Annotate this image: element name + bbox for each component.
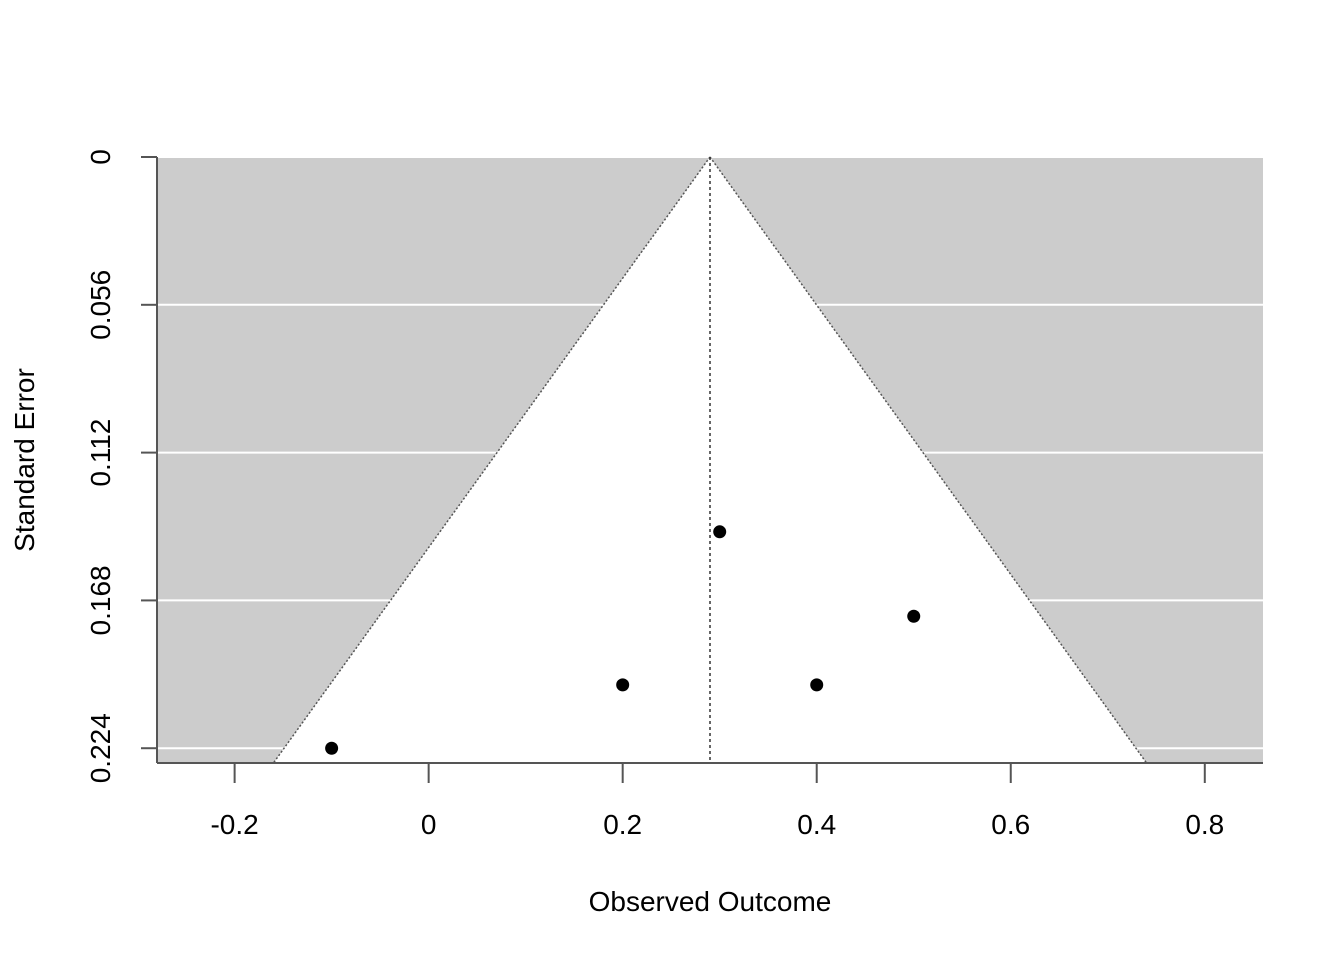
data-point-1 [907, 609, 921, 623]
x-axis-label: Observed Outcome [589, 886, 832, 917]
y-tick-label-2: 0.112 [85, 419, 116, 487]
x-tick-label-2: 0.2 [603, 809, 642, 840]
data-point-4 [325, 741, 339, 755]
y-tick-label-0: 0 [85, 149, 116, 165]
x-tick-label-1: 0 [421, 809, 437, 840]
funnel-right-boundary [709, 156, 1148, 764]
x-tick-label-3: 0.4 [797, 809, 836, 840]
x-tick-label-0: -0.2 [210, 809, 258, 840]
data-point-2 [616, 678, 630, 692]
funnel-left-boundary [272, 156, 711, 764]
axes: 0 0.056 0.112 0.168 0.224 -0.2 0 0.2 0.4 0.6 0.8 [85, 149, 1263, 840]
y-tick-label-1: 0.056 [85, 270, 116, 340]
data-point-3 [810, 678, 824, 692]
y-tick-label-4: 0.224 [85, 713, 116, 783]
y-axis-label: Standard Error [9, 368, 40, 552]
x-tick-label-4: 0.6 [991, 809, 1030, 840]
x-tick-label-5: 0.8 [1185, 809, 1224, 840]
data-point-0 [713, 525, 727, 539]
y-tick-label-3: 0.168 [85, 565, 116, 635]
data-points [325, 525, 921, 755]
